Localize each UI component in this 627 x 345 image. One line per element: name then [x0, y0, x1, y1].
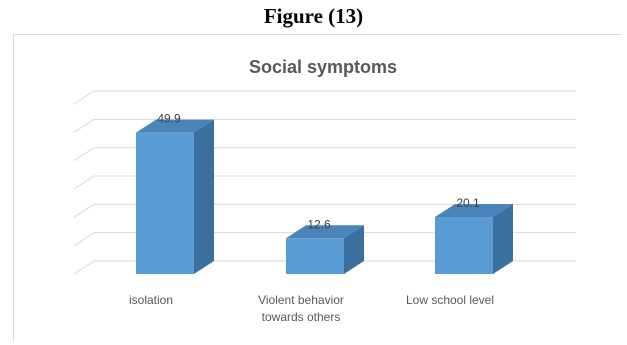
bar [435, 204, 513, 274]
bar-top [136, 119, 214, 133]
figure-caption: Figure (13) [263, 4, 364, 28]
category-label: Violent behavior towards others [258, 293, 344, 324]
bar-top [435, 204, 513, 218]
category-label: isolation [129, 293, 173, 307]
bar [136, 119, 214, 274]
bar-side [194, 119, 214, 274]
bar-front [435, 217, 493, 274]
gridline-diagonal [73, 147, 95, 162]
category-label: Low school level [406, 293, 494, 307]
bar-side [493, 204, 513, 274]
gridline-diagonal [73, 203, 95, 218]
bar [286, 225, 364, 274]
data-label: 20.1 [456, 196, 480, 210]
category-label-line: towards others [262, 310, 341, 324]
chart-frame [13, 34, 621, 342]
bar-front [286, 238, 344, 274]
category-label-line: isolation [129, 293, 173, 307]
data-label: 49.9 [157, 112, 181, 126]
bar-front [136, 132, 194, 274]
data-label: 12.6 [307, 217, 331, 231]
bar-side [344, 225, 364, 274]
gridline-diagonal [73, 118, 95, 133]
chart-title: Social symptoms [249, 57, 397, 77]
bar-top [286, 225, 364, 239]
gridline-diagonal [73, 90, 95, 105]
gridline-diagonal [73, 175, 95, 190]
category-label-line: Violent behavior [258, 293, 344, 307]
gridline-diagonal [73, 232, 95, 247]
gridline-diagonal [73, 260, 95, 275]
category-label-line: Low school level [406, 293, 494, 307]
